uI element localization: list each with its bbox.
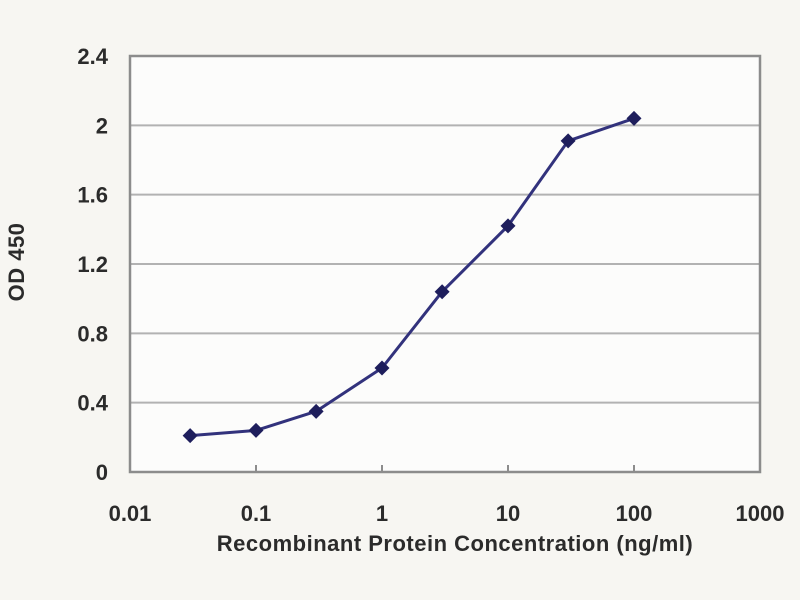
y-tick-label: 1.6	[77, 183, 108, 208]
data-point-marker	[626, 110, 642, 126]
x-tick-label: 10	[496, 501, 520, 526]
y-tick-label: 2	[96, 113, 108, 138]
data-line	[189, 116, 635, 438]
plot-border	[128, 54, 762, 474]
data-point-marker	[182, 428, 198, 444]
y-tick-label: 0	[96, 460, 108, 485]
y-tick-label: 2.4	[77, 44, 108, 69]
data-point-marker	[560, 133, 576, 149]
data-point-marker	[500, 218, 516, 234]
data-point-marker	[308, 403, 324, 419]
x-tick-label: 0.1	[241, 501, 272, 526]
y-tick-label: 0.8	[77, 321, 108, 346]
x-tick-label: 0.01	[109, 501, 152, 526]
data-point-marker	[434, 284, 450, 300]
x-tick-label: 100	[616, 501, 653, 526]
x-tick-label: 1000	[736, 501, 785, 526]
x-axis-title: Recombinant Protein Concentration (ng/ml…	[217, 531, 693, 556]
data-point-marker	[374, 360, 390, 376]
y-axis-title: OD 450	[4, 223, 29, 302]
y-tick-label: 1.2	[77, 252, 108, 277]
data-point-marker	[248, 422, 264, 438]
chart-generated-layer: 0 0.4 0.8 1.2 1.6 2 2.4 0.01 0.1 1 10 100 1000	[77, 44, 784, 526]
y-tick-label: 0.4	[77, 391, 108, 416]
x-tick-label: 1	[376, 501, 388, 526]
